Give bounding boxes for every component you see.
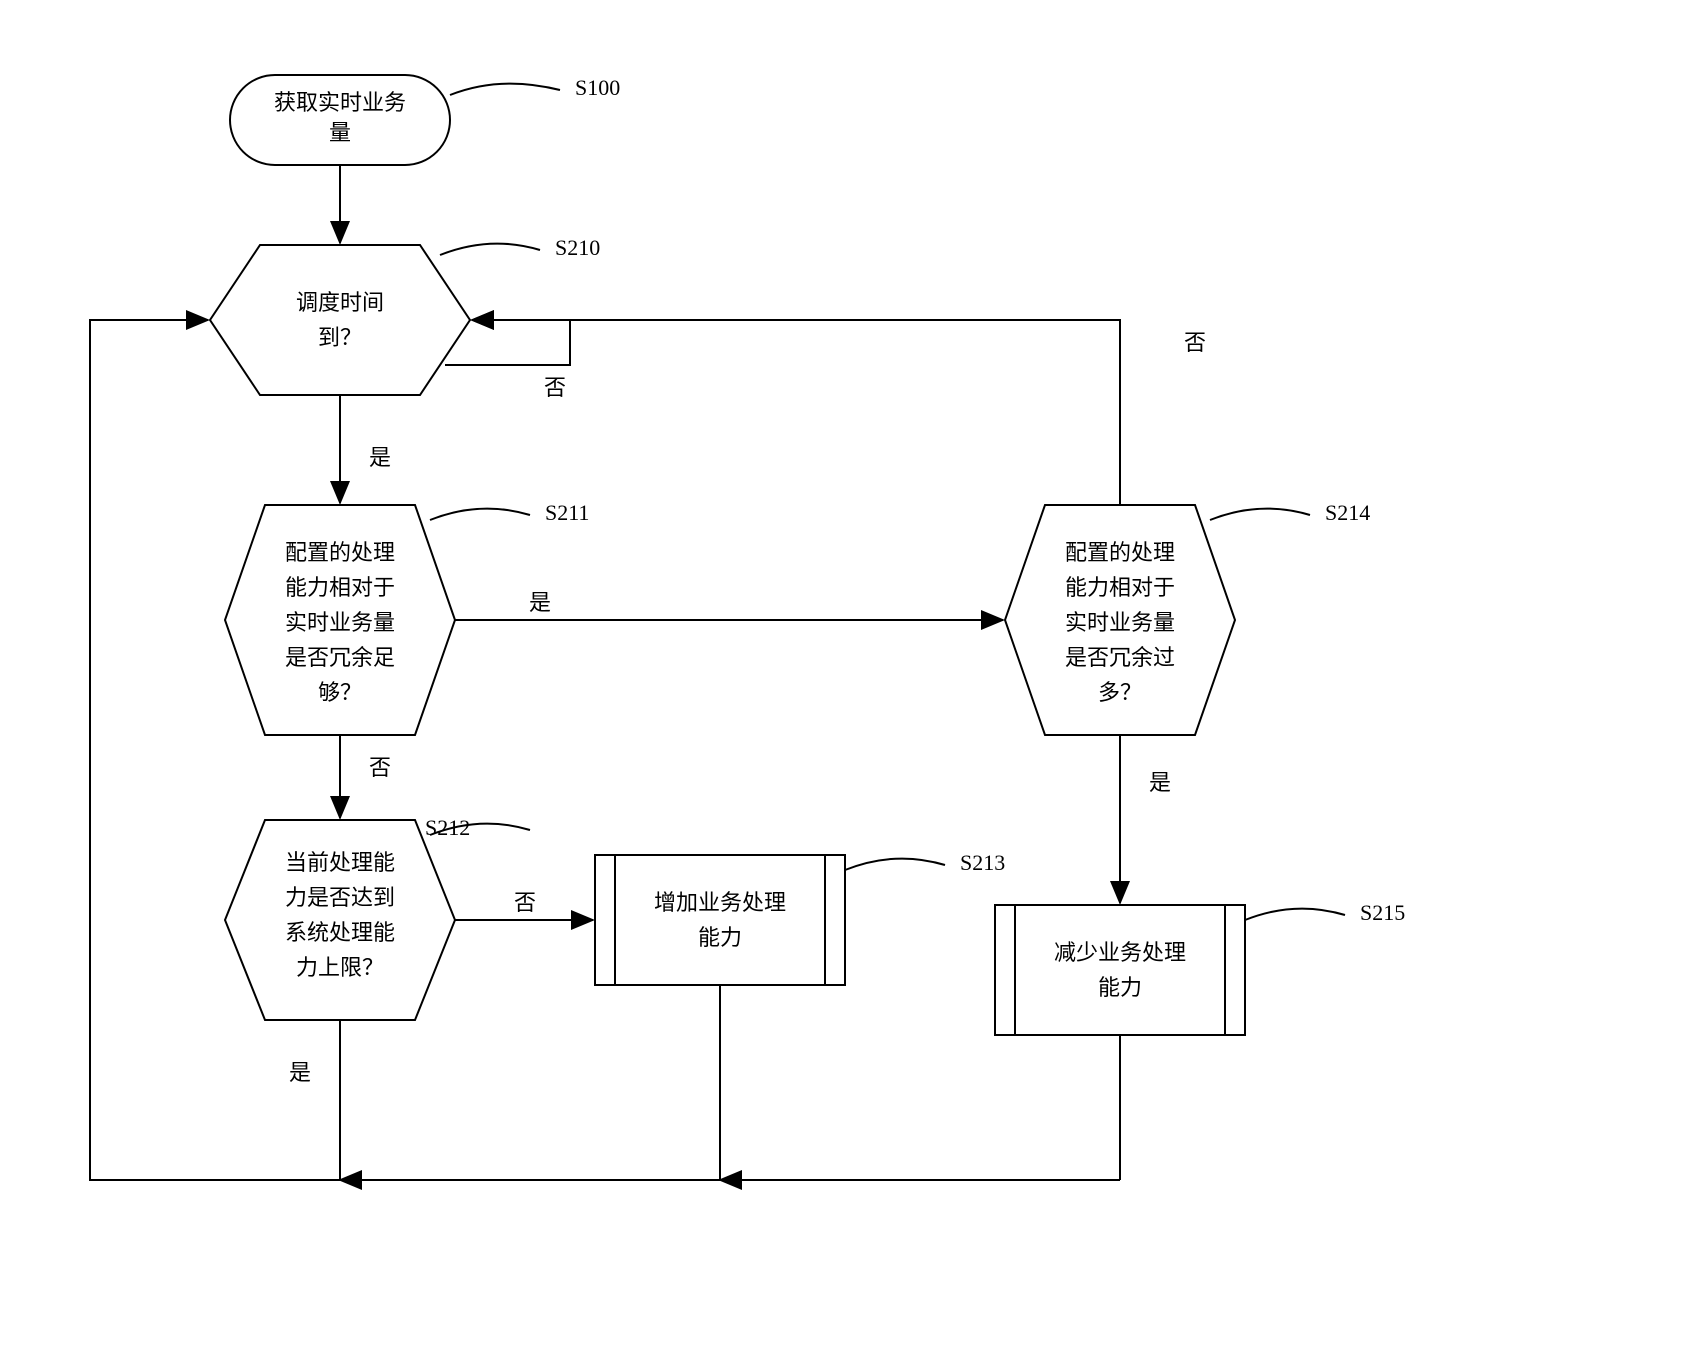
s214-line1: 配置的处理 (1065, 540, 1175, 565)
s213-step-label: S213 (960, 850, 1005, 875)
s212-line2: 力是否达到 (285, 885, 395, 910)
edge-s211-s212-label: 否 (369, 755, 391, 780)
s211-step-label: S211 (545, 500, 589, 525)
s213-callout (845, 859, 945, 870)
flowchart-canvas: 获取实时业务 量 S100 调度时间 到？ S210 否 是 配置的处理 能力相… (0, 0, 1688, 1352)
edge-bus-return (90, 320, 340, 1180)
s213-line2: 能力 (698, 925, 742, 950)
s210-line1: 调度时间 (296, 290, 384, 315)
s211-line5: 够？ (318, 680, 362, 705)
s211-callout (430, 509, 530, 520)
s214-line2: 能力相对于 (1065, 575, 1175, 600)
s215-line1: 减少业务处理 (1054, 940, 1186, 965)
s210-line2: 到？ (318, 325, 362, 350)
s210-callout (440, 244, 540, 255)
node-s212: 当前处理能 力是否达到 系统处理能 力上限？ (225, 820, 455, 1020)
node-s214: 配置的处理 能力相对于 实时业务量 是否冗余过 多？ (1005, 505, 1235, 735)
node-s100: 获取实时业务 量 (230, 75, 450, 165)
edge-s210-s211-label: 是 (369, 445, 391, 470)
edge-s210-self-label: 否 (544, 375, 566, 400)
s214-line4: 是否冗余过 (1065, 645, 1175, 670)
edge-s211-s214-label: 是 (529, 590, 551, 615)
s100-line1: 获取实时业务 (274, 90, 406, 115)
s211-line3: 实时业务量 (285, 610, 395, 635)
s214-line3: 实时业务量 (1065, 610, 1175, 635)
edge-s214-s215-label: 是 (1149, 770, 1171, 795)
s210-step-label: S210 (555, 235, 600, 260)
s214-callout (1210, 509, 1310, 520)
edge-s210-self (445, 320, 570, 365)
edge-s212-yes-label: 是 (289, 1060, 311, 1085)
s211-line1: 配置的处理 (285, 540, 395, 565)
s214-line5: 多？ (1098, 680, 1142, 705)
node-s213: 增加业务处理 能力 (595, 855, 845, 985)
s212-line4: 力上限？ (296, 955, 384, 980)
s215-line2: 能力 (1098, 975, 1142, 1000)
s212-line1: 当前处理能 (285, 850, 395, 875)
s211-line4: 是否冗余足 (285, 645, 395, 670)
s100-callout (450, 84, 560, 95)
s215-callout (1245, 909, 1345, 920)
s100-step-label: S100 (575, 75, 620, 100)
s100-line2: 量 (329, 120, 351, 145)
s212-line3: 系统处理能 (285, 920, 395, 945)
s215-step-label: S215 (1360, 900, 1405, 925)
s212-step-label: S212 (425, 815, 470, 840)
s213-line1: 增加业务处理 (654, 890, 786, 915)
s211-line2: 能力相对于 (285, 575, 395, 600)
edge-s212-s213-label: 否 (514, 890, 536, 915)
edge-s214-s210-label: 否 (1184, 330, 1206, 355)
node-s215: 减少业务处理 能力 (995, 905, 1245, 1035)
node-s210: 调度时间 到？ (210, 245, 470, 395)
s214-step-label: S214 (1325, 500, 1370, 525)
node-s211: 配置的处理 能力相对于 实时业务量 是否冗余足 够？ (225, 505, 455, 735)
